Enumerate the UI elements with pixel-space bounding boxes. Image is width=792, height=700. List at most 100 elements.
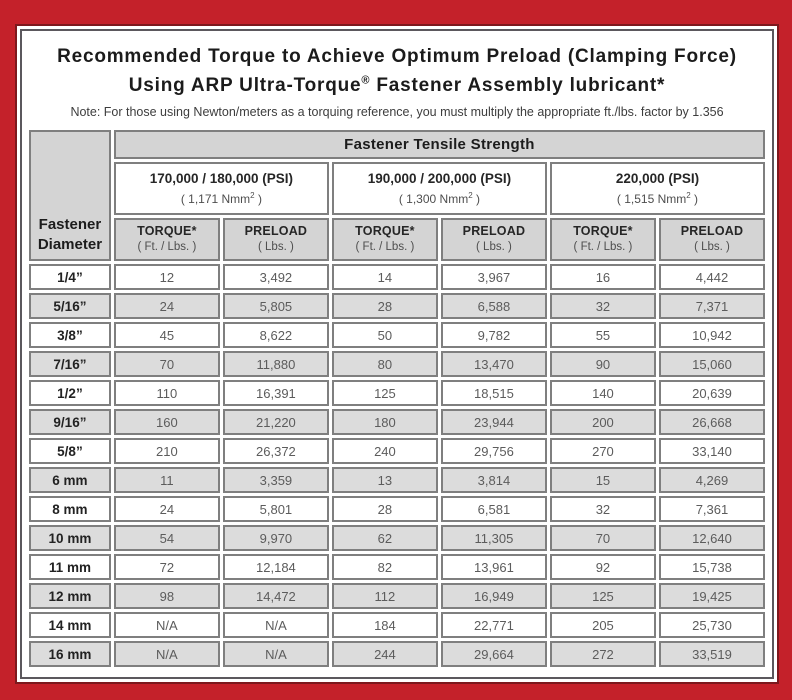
value-cell: 11 <box>113 467 220 493</box>
value-cell: 160 <box>113 409 220 435</box>
value-cell: 11,305 <box>440 525 547 551</box>
value-cell: 15,738 <box>658 554 765 580</box>
value-cell: 25,730 <box>658 612 765 638</box>
value-cell: 90 <box>549 351 656 377</box>
preload-column-header-3: PRELOAD ( Lbs. ) <box>658 218 765 261</box>
table-row: 5/8” 210 26,372 240 29,756 270 33,140 <box>29 438 765 464</box>
value-cell: 24 <box>113 293 220 319</box>
tensile-strength-header: Fastener Tensile Strength <box>113 130 765 159</box>
value-cell: 6,588 <box>440 293 547 319</box>
value-cell: 12,184 <box>222 554 329 580</box>
value-cell: 7,361 <box>658 496 765 522</box>
value-cell: 23,944 <box>440 409 547 435</box>
diameter-cell: 3/8” <box>29 322 111 348</box>
diameter-cell: 5/16” <box>29 293 111 319</box>
value-cell: 15,060 <box>658 351 765 377</box>
value-cell: 24 <box>113 496 220 522</box>
value-cell: 72 <box>113 554 220 580</box>
value-cell: 33,519 <box>658 641 765 667</box>
value-cell: 19,425 <box>658 583 765 609</box>
preload-column-header-1: PRELOAD ( Lbs. ) <box>222 218 329 261</box>
table-row: 9/16” 160 21,220 180 23,944 200 26,668 <box>29 409 765 435</box>
diameter-cell: 9/16” <box>29 409 111 435</box>
measure-header-row: TORQUE* ( Ft. / Lbs. ) PRELOAD ( Lbs. ) … <box>29 218 765 261</box>
value-cell: 13 <box>331 467 438 493</box>
value-cell: 9,970 <box>222 525 329 551</box>
table-row: 3/8” 45 8,622 50 9,782 55 10,942 <box>29 322 765 348</box>
table-row: 1/4” 12 3,492 14 3,967 16 4,442 <box>29 264 765 290</box>
diameter-cell: 8 mm <box>29 496 111 522</box>
fastener-diameter-header-line1: Fastener <box>38 216 102 233</box>
value-cell: N/A <box>222 612 329 638</box>
value-cell: 18,515 <box>440 380 547 406</box>
table-body: 1/4” 12 3,492 14 3,967 16 4,442 5/16” 24 5,805 28 6… <box>29 264 765 667</box>
table-row: 5/16” 24 5,805 28 6,588 32 7,371 <box>29 293 765 319</box>
value-cell: 180 <box>331 409 438 435</box>
registered-trademark-symbol: ® <box>361 74 371 87</box>
psi-rating-3: 220,000 (PSI) <box>615 171 700 186</box>
value-cell: 8,622 <box>222 322 329 348</box>
value-cell: 272 <box>549 641 656 667</box>
fastener-diameter-header: Fastener Diameter <box>29 130 111 261</box>
nmm-rating-2: ( 1,300 Nmm2 ) <box>398 191 480 206</box>
nmm-rating-1: ( 1,171 Nmm2 ) <box>180 191 262 206</box>
value-cell: 205 <box>549 612 656 638</box>
diameter-cell: 10 mm <box>29 525 111 551</box>
preload-column-header-2: PRELOAD ( Lbs. ) <box>440 218 547 261</box>
torque-table: Fastener Diameter Fastener Tensile Stren… <box>26 127 768 670</box>
value-cell: 3,967 <box>440 264 547 290</box>
diameter-cell: 5/8” <box>29 438 111 464</box>
value-cell: 20,639 <box>658 380 765 406</box>
table-row: 11 mm 72 12,184 82 13,961 92 15,738 <box>29 554 765 580</box>
value-cell: 3,359 <box>222 467 329 493</box>
table-row: 12 mm 98 14,472 112 16,949 125 19,425 <box>29 583 765 609</box>
diameter-cell: 16 mm <box>29 641 111 667</box>
value-cell: 14 <box>331 264 438 290</box>
maroon-frame: Recommended Torque to Achieve Optimum Pr… <box>15 24 779 684</box>
value-cell: 11,880 <box>222 351 329 377</box>
value-cell: 5,801 <box>222 496 329 522</box>
value-cell: 16,391 <box>222 380 329 406</box>
value-cell: 32 <box>549 293 656 319</box>
value-cell: 125 <box>549 583 656 609</box>
value-cell: 125 <box>331 380 438 406</box>
value-cell: 28 <box>331 496 438 522</box>
value-cell: 70 <box>113 351 220 377</box>
psi-header-row: 170,000 / 180,000 (PSI) ( 1,171 Nmm2 ) 1… <box>29 162 765 215</box>
note-text: Note: For those using Newton/meters as a… <box>70 105 724 119</box>
value-cell: 29,664 <box>440 641 547 667</box>
value-cell: 22,771 <box>440 612 547 638</box>
table-row: 14 mm N/A N/A 184 22,771 205 25,730 <box>29 612 765 638</box>
value-cell: 13,470 <box>440 351 547 377</box>
value-cell: 12,640 <box>658 525 765 551</box>
value-cell: 244 <box>331 641 438 667</box>
value-cell: 6,581 <box>440 496 547 522</box>
value-cell: 10,942 <box>658 322 765 348</box>
title-line-2-end: Fastener Assembly lubricant* <box>370 74 666 96</box>
value-cell: 9,782 <box>440 322 547 348</box>
torque-column-header-3: TORQUE* ( Ft. / Lbs. ) <box>549 218 656 261</box>
tensile-header-row: Fastener Diameter Fastener Tensile Stren… <box>29 130 765 261</box>
diameter-cell: 7/16” <box>29 351 111 377</box>
value-cell: 82 <box>331 554 438 580</box>
table-row: 16 mm N/A N/A 244 29,664 272 33,519 <box>29 641 765 667</box>
page-title: Recommended Torque to Achieve Optimum Pr… <box>26 43 768 100</box>
value-cell: 26,668 <box>658 409 765 435</box>
diameter-cell: 12 mm <box>29 583 111 609</box>
value-cell: 21,220 <box>222 409 329 435</box>
value-cell: 210 <box>113 438 220 464</box>
diameter-cell: 11 mm <box>29 554 111 580</box>
value-cell: N/A <box>113 641 220 667</box>
value-cell: 29,756 <box>440 438 547 464</box>
value-cell: 16 <box>549 264 656 290</box>
value-cell: 33,140 <box>658 438 765 464</box>
value-cell: 5,805 <box>222 293 329 319</box>
value-cell: 92 <box>549 554 656 580</box>
value-cell: 70 <box>549 525 656 551</box>
value-cell: 200 <box>549 409 656 435</box>
value-cell: 112 <box>331 583 438 609</box>
value-cell: 7,371 <box>658 293 765 319</box>
diameter-cell: 1/4” <box>29 264 111 290</box>
diameter-cell: 1/2” <box>29 380 111 406</box>
value-cell: 16,949 <box>440 583 547 609</box>
